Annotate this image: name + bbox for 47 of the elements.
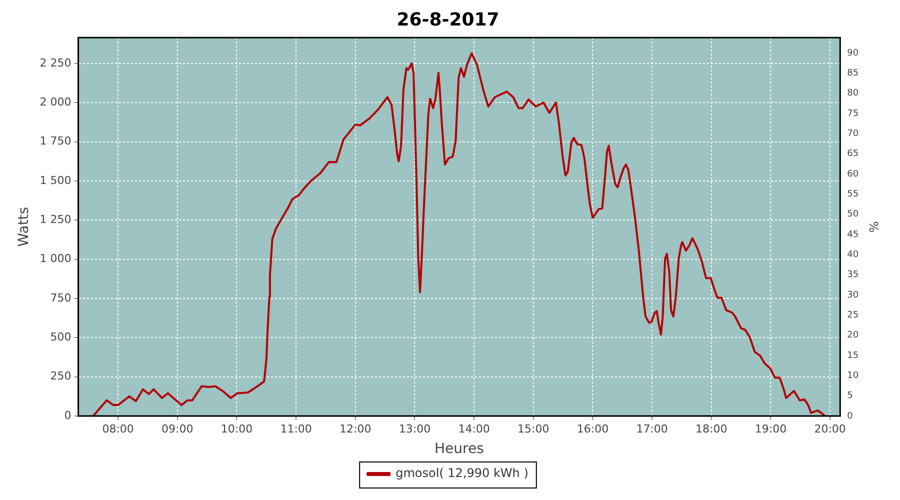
y2-tick-label: 15 — [847, 350, 859, 361]
y2-tick-label: 80 — [847, 88, 859, 99]
y2-tick-label: 5 — [847, 391, 853, 402]
y-tick-label: 750 — [50, 291, 72, 304]
x-tick-label: 15:00 — [518, 422, 550, 436]
x-tick-label: 14:00 — [458, 422, 490, 436]
x-tick-label: 17:00 — [636, 422, 668, 436]
y2-tick-label: 25 — [847, 310, 859, 320]
y-tick-label: 1 750 — [40, 134, 72, 148]
x-tick-label: 19:00 — [754, 422, 787, 436]
y-tick-label: 2 250 — [40, 56, 72, 70]
y2-tick-label: 35 — [847, 270, 859, 280]
x-axis-title: Heures — [434, 441, 484, 458]
y2-tick-label: 50 — [847, 210, 859, 220]
x-tick-label: 16:00 — [576, 422, 609, 436]
y-tick-label: 0 — [64, 408, 72, 422]
x-tick-label: 09:00 — [162, 422, 194, 436]
y2-tick-label: 20 — [847, 330, 859, 341]
y2-axis-title: % — [866, 221, 881, 233]
y2-tick-label: 55 — [847, 189, 859, 200]
y2-tick-label: 70 — [847, 128, 859, 139]
y-tick-label: 1 250 — [40, 213, 72, 226]
x-tick-label: 12:00 — [340, 422, 372, 436]
y2-tick-label: 40 — [847, 250, 859, 260]
y2-tick-label: 60 — [847, 169, 859, 180]
y2-tick-label: 65 — [847, 149, 859, 160]
x-tick-label: 10:00 — [220, 422, 253, 436]
y2-tick-label: 85 — [847, 68, 859, 78]
x-tick-label: 20:00 — [814, 422, 846, 436]
y2-tick-label: 10 — [847, 371, 859, 382]
y2-tick-label: 45 — [847, 230, 859, 240]
x-tick-label: 11:00 — [280, 422, 312, 436]
y2-tick-label: 30 — [847, 290, 859, 300]
x-tick-label: 08:00 — [102, 422, 134, 436]
y-tick-label: 1 000 — [40, 252, 72, 266]
y-tick-label: 2 000 — [40, 95, 72, 108]
y2-tick-label: 75 — [847, 108, 859, 119]
y-tick-label: 500 — [50, 330, 72, 344]
y2-tick-label: 90 — [847, 48, 859, 58]
y-axis-title: Watts — [16, 206, 32, 247]
y2-tick-label: 0 — [847, 411, 854, 422]
x-tick-label: 13:00 — [398, 422, 431, 436]
y-tick-label: 250 — [50, 370, 72, 383]
y-tick-label: 1 500 — [40, 174, 72, 187]
chart-title: 26-8-2017 — [396, 9, 500, 30]
legend-label: gmosol( 12,990 kWh ) — [396, 466, 528, 480]
x-tick-label: 18:00 — [696, 422, 728, 436]
